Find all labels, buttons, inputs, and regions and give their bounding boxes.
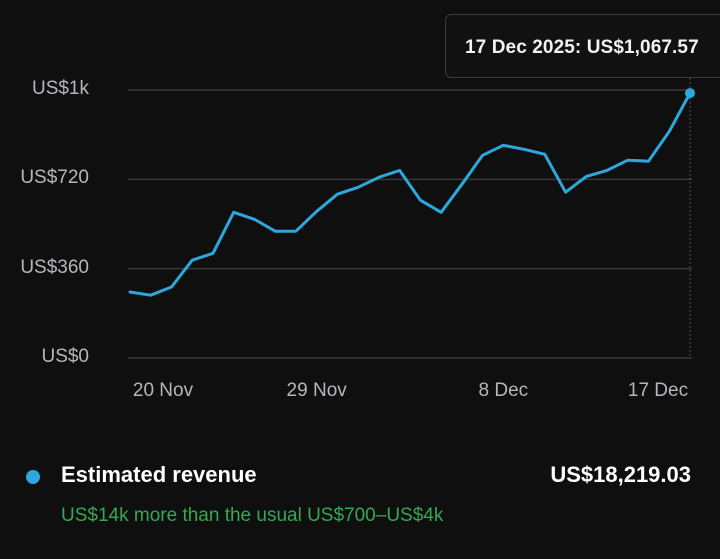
highlight-point[interactable]	[685, 88, 695, 99]
y-tick-label: US$0	[41, 346, 89, 367]
x-tick-label: 29 Nov	[286, 380, 347, 401]
revenue-line	[128, 91, 692, 297]
line-chart[interactable]	[0, 0, 720, 380]
y-tick-label: US$360	[20, 256, 89, 278]
chart-tooltip: 17 Dec 2025: US$1,067.57	[445, 14, 720, 78]
x-tick-label: 17 Dec	[627, 380, 689, 401]
gridlines	[128, 89, 692, 359]
x-tick-label: 8 Dec	[478, 380, 529, 401]
legend-row[interactable]: Estimated revenue US$18,219.03	[0, 460, 720, 500]
comparison-note: US$14k more than the usual US$700–US$4k	[61, 505, 444, 526]
legend-total: US$18,219.03	[550, 462, 691, 487]
y-tick-label: US$720	[20, 167, 89, 189]
series-color-dot-icon	[26, 470, 40, 484]
tooltip-text: 17 Dec 2025: US$1,067.57	[465, 37, 699, 58]
x-tick-label: 20 Nov	[132, 380, 194, 401]
legend-label: Estimated revenue	[61, 462, 257, 487]
y-tick-label: US$1k	[31, 78, 89, 99]
